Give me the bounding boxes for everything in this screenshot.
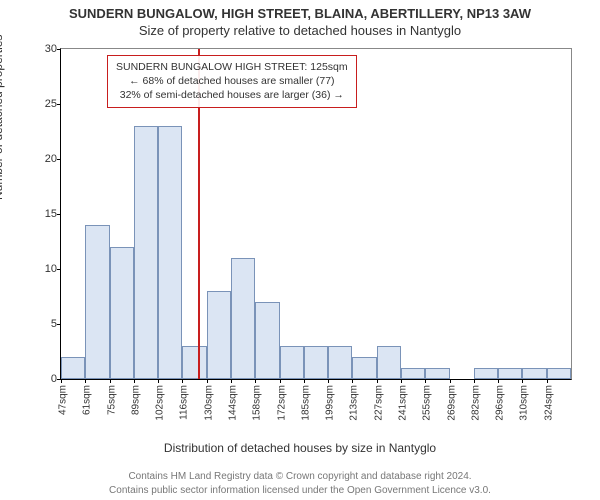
y-tick-mark <box>57 49 61 50</box>
histogram-bar <box>110 247 134 379</box>
histogram-bar <box>474 368 498 379</box>
histogram-bar <box>158 126 182 379</box>
x-tick-label: 158sqm <box>252 385 263 421</box>
x-tick-label: 185sqm <box>300 385 311 421</box>
x-tick-mark <box>474 379 475 383</box>
x-tick-label: 310sqm <box>519 385 530 421</box>
x-tick-label: 241sqm <box>398 385 409 421</box>
annotation-line-2: ← 68% of detached houses are smaller (77… <box>116 74 348 88</box>
histogram-bar <box>207 291 231 379</box>
footer-licence: Contains public sector information licen… <box>0 485 600 496</box>
y-tick-mark <box>57 214 61 215</box>
histogram-bar <box>231 258 255 379</box>
x-tick-mark <box>522 379 523 383</box>
x-tick-mark <box>158 379 159 383</box>
y-tick-mark <box>57 269 61 270</box>
x-tick-mark <box>498 379 499 383</box>
x-tick-mark <box>425 379 426 383</box>
x-tick-mark <box>85 379 86 383</box>
annotation-box: SUNDERN BUNGALOW HIGH STREET: 125sqm ← 6… <box>107 55 357 108</box>
x-tick-mark <box>182 379 183 383</box>
x-tick-label: 227sqm <box>373 385 384 421</box>
x-tick-label: 47sqm <box>58 385 69 415</box>
y-tick-mark <box>57 104 61 105</box>
x-tick-label: 213sqm <box>349 385 360 421</box>
x-tick-label: 116sqm <box>179 385 190 420</box>
histogram-bar <box>304 346 328 379</box>
histogram-bar <box>377 346 401 379</box>
x-tick-mark <box>304 379 305 383</box>
x-tick-mark <box>207 379 208 383</box>
x-tick-mark <box>134 379 135 383</box>
x-axis-label: Distribution of detached houses by size … <box>0 441 600 455</box>
x-tick-mark <box>231 379 232 383</box>
annotation-line-1: SUNDERN BUNGALOW HIGH STREET: 125sqm <box>116 60 348 74</box>
histogram-bar <box>280 346 304 379</box>
x-tick-mark <box>280 379 281 383</box>
footer-copyright: Contains HM Land Registry data © Crown c… <box>0 471 600 482</box>
x-tick-label: 172sqm <box>276 385 287 421</box>
histogram-bar <box>61 357 85 379</box>
x-tick-mark <box>255 379 256 383</box>
x-tick-label: 144sqm <box>228 385 239 421</box>
y-tick-label: 15 <box>45 208 57 220</box>
title-line-1: SUNDERN BUNGALOW, HIGH STREET, BLAINA, A… <box>0 0 600 21</box>
x-tick-label: 296sqm <box>495 385 506 421</box>
x-tick-mark <box>110 379 111 383</box>
x-tick-mark <box>352 379 353 383</box>
chart-container: SUNDERN BUNGALOW, HIGH STREET, BLAINA, A… <box>0 0 600 500</box>
x-tick-label: 269sqm <box>446 385 457 421</box>
histogram-bar <box>85 225 109 379</box>
histogram-bar <box>352 357 376 379</box>
x-tick-label: 61sqm <box>82 385 93 415</box>
y-tick-label: 25 <box>45 98 57 110</box>
histogram-bar <box>328 346 352 379</box>
plot-area: 05101520253047sqm61sqm75sqm89sqm102sqm11… <box>60 48 572 380</box>
x-tick-label: 199sqm <box>325 385 336 421</box>
y-tick-label: 20 <box>45 153 57 165</box>
x-tick-label: 75sqm <box>106 385 117 415</box>
y-tick-label: 30 <box>45 43 57 55</box>
y-tick-label: 10 <box>45 263 57 275</box>
histogram-bar <box>401 368 425 379</box>
title-line-2: Size of property relative to detached ho… <box>0 21 600 38</box>
y-axis-label: Number of detached properties <box>0 35 5 200</box>
histogram-bar <box>547 368 571 379</box>
y-tick-mark <box>57 324 61 325</box>
histogram-bar <box>134 126 158 379</box>
histogram-bar <box>498 368 522 379</box>
histogram-bar <box>182 346 206 379</box>
x-tick-label: 282sqm <box>470 385 481 421</box>
histogram-bar <box>255 302 279 379</box>
x-tick-label: 130sqm <box>203 385 214 421</box>
annotation-line-3: 32% of semi-detached houses are larger (… <box>116 88 348 102</box>
x-tick-label: 255sqm <box>422 385 433 421</box>
y-tick-mark <box>57 159 61 160</box>
x-tick-label: 324sqm <box>543 385 554 421</box>
x-tick-mark <box>547 379 548 383</box>
x-tick-mark <box>377 379 378 383</box>
x-tick-mark <box>61 379 62 383</box>
x-tick-mark <box>401 379 402 383</box>
histogram-bar <box>425 368 449 379</box>
histogram-bar <box>522 368 546 379</box>
x-tick-mark <box>450 379 451 383</box>
x-tick-label: 89sqm <box>130 385 141 415</box>
x-tick-label: 102sqm <box>155 385 166 421</box>
x-tick-mark <box>328 379 329 383</box>
